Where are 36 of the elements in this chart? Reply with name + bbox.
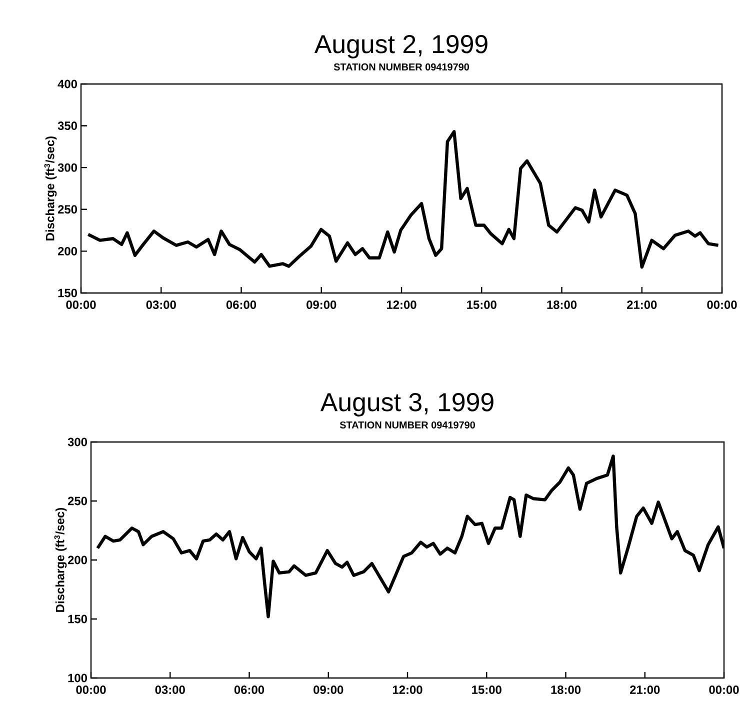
y-tick-label: 400: [58, 80, 77, 88]
line-series: [86, 130, 720, 269]
x-tick-label: 00:00: [709, 686, 739, 694]
y-tick-label: 250: [68, 496, 87, 506]
x-tick-label: 06:00: [226, 300, 256, 309]
x-tick-label: 18:00: [551, 686, 581, 694]
y-tick-label: 150: [58, 288, 77, 298]
x-tick-label: 21:00: [630, 686, 660, 694]
x-tick-label: 15:00: [472, 686, 502, 694]
chart-subtitle: STATION NUMBER 09419790: [340, 421, 476, 428]
x-tick-label: 09:00: [314, 686, 344, 694]
x-tick-label: 06:00: [234, 686, 264, 694]
y-axis-title: Discharge (ft$^{3}$/sec): [44, 136, 57, 240]
x-tick-label: 21:00: [627, 300, 657, 309]
y-tick-label: 300: [68, 438, 87, 446]
x-tick-label: 00:00: [76, 686, 106, 694]
y-tick-label: 200: [68, 556, 87, 564]
x-tick-label: 09:00: [306, 300, 336, 309]
x-tick-label: 18:00: [547, 300, 577, 309]
y-tick-label: 350: [58, 122, 77, 130]
chart-subtitle: STATION NUMBER 09419790: [334, 63, 470, 70]
y-tick-label: 300: [58, 163, 77, 172]
x-tick-label: 12:00: [386, 300, 416, 309]
chart-title: August 3, 1999: [320, 392, 494, 416]
y-axis-title: Discharge (ft$^{3}$/sec): [54, 508, 67, 612]
x-tick-label: 00:00: [66, 300, 96, 309]
y-tick-label: 100: [68, 674, 87, 682]
x-tick-label: 12:00: [392, 686, 422, 694]
x-tick-label: 03:00: [146, 300, 176, 309]
y-tick-label: 150: [68, 614, 87, 624]
x-tick-label: 15:00: [467, 300, 496, 309]
x-tick-label: 03:00: [155, 686, 185, 694]
chart-title: August 2, 1999: [314, 34, 488, 58]
x-tick-label: 00:00: [707, 300, 737, 309]
y-tick-label: 200: [58, 246, 77, 256]
y-tick-label: 250: [58, 205, 77, 214]
